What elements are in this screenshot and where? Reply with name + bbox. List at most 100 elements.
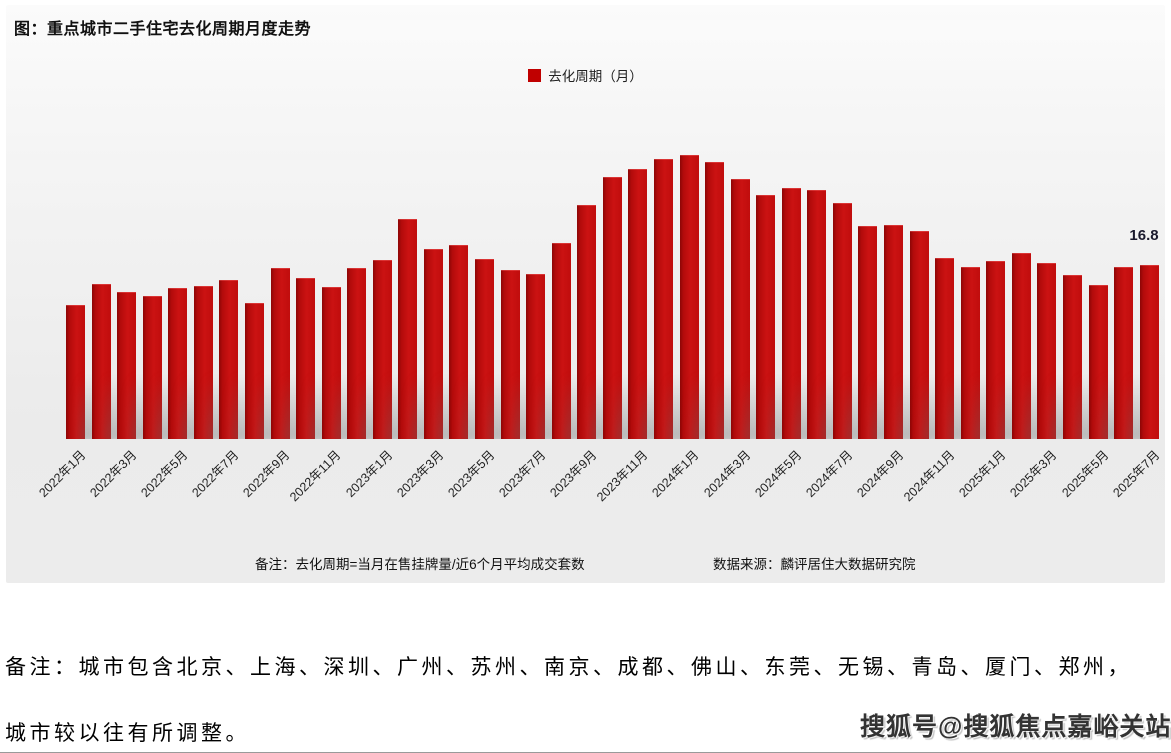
- bar-slot: [998, 99, 1031, 439]
- bar-2023年11月: [628, 169, 648, 439]
- x-tick-label: 2024年5月: [752, 447, 805, 500]
- bar-2024年3月: [730, 179, 750, 439]
- bar-slot: [513, 99, 546, 439]
- bar-2025年4月: [1062, 275, 1082, 439]
- bar-slot: [794, 99, 827, 439]
- chart-panel: 图：重点城市二手住宅去化周期月度走势 去化周期（月） 16.8 2022年1月 2…: [6, 5, 1165, 583]
- watermark: 搜狐号@搜狐焦点嘉峪关站: [860, 713, 1171, 741]
- bottom-note-line2: 城市较以往有所调整。: [5, 721, 250, 745]
- bar-slot: [385, 99, 418, 439]
- bar-2024年10月: [909, 231, 929, 439]
- bar-slot: [1075, 99, 1108, 439]
- last-bar-value-label: 16.8: [1129, 227, 1159, 244]
- bar-2022年8月: [244, 303, 264, 439]
- bar-slot: [206, 99, 239, 439]
- bar-slot: [589, 99, 622, 439]
- bar-slot: [257, 99, 290, 439]
- bar-slot: [717, 99, 750, 439]
- bar-slot: [666, 99, 699, 439]
- bar-2024年4月: [756, 195, 776, 439]
- x-tick-label: 2022年11月: [287, 447, 344, 505]
- x-tick-label: 2025年3月: [1007, 447, 1060, 500]
- bar-2025年5月: [1088, 285, 1108, 439]
- x-tick-label: 2023年7月: [496, 447, 549, 500]
- bar-2022年11月: [321, 287, 341, 439]
- bar-slot: [1126, 99, 1159, 439]
- bar-slot: [564, 99, 597, 439]
- x-tick-label: 2025年1月: [956, 447, 1009, 500]
- x-tick-label: 2024年7月: [803, 447, 856, 500]
- bar-slot: [180, 99, 213, 439]
- x-axis: 2022年1月 2022年3月 2022年5月 2022年7月 2022年9月 2022年…: [36, 445, 1162, 525]
- x-tick-label: 2023年3月: [394, 447, 447, 500]
- x-tick-label: 2022年1月: [36, 447, 89, 500]
- bar-2024年5月: [781, 188, 801, 439]
- bar-slot: [334, 99, 367, 439]
- bar-2025年1月: [986, 261, 1006, 439]
- bar-2022年7月: [219, 280, 239, 439]
- bar-slot: [1024, 99, 1057, 439]
- bottom-note-line1: 备注：城市包含北京、上海、深圳、广州、苏州、南京、成都、佛山、东莞、无锡、青岛、…: [5, 655, 1132, 679]
- bar-2025年3月: [1037, 263, 1057, 439]
- bar-2025年2月: [1011, 253, 1031, 439]
- x-tick-label: 2023年1月: [342, 447, 396, 500]
- bar-2022年9月: [270, 268, 290, 439]
- bar-2022年10月: [296, 278, 316, 439]
- bar-slot: [1101, 99, 1134, 439]
- x-tick-label: 2022年3月: [87, 447, 140, 500]
- bar-2024年7月: [832, 203, 852, 439]
- bar-slot: [462, 99, 494, 439]
- bar-slot: [973, 99, 1006, 439]
- bar-2023年6月: [500, 270, 520, 439]
- bar-slot: [922, 99, 955, 439]
- chart-title: 图：重点城市二手住宅去化周期月度走势: [14, 21, 312, 38]
- bar-slot: [819, 99, 852, 439]
- bar-slot: [283, 99, 316, 439]
- bar-2023年2月: [398, 219, 418, 439]
- bar-2023年5月: [475, 259, 494, 439]
- chart-footnote-definition: 备注：去化周期=当月在售挂牌量/近6个月平均成交套数: [255, 557, 585, 572]
- bar-slot: [615, 99, 648, 439]
- bar-2023年8月: [551, 243, 571, 439]
- legend-swatch-icon: [528, 68, 542, 82]
- bar-2022年4月: [142, 296, 162, 439]
- bar-slot: [871, 99, 903, 439]
- bar-2023年9月: [577, 205, 597, 439]
- chart-legend: 去化周期（月）: [6, 65, 1165, 85]
- chart-footnotes: 备注：去化周期=当月在售挂牌量/近6个月平均成交套数 数据来源：麟评居住大数据研…: [6, 553, 1165, 575]
- bar-2025年7月: [1139, 265, 1159, 439]
- x-tick-label: 2023年11月: [594, 447, 651, 505]
- bar-2024年6月: [807, 190, 827, 439]
- x-tick-label: 2022年5月: [138, 447, 191, 500]
- bar-slot: [78, 99, 111, 439]
- x-tick-label: 2024年3月: [700, 447, 754, 500]
- bar-slot: [359, 99, 392, 439]
- bar-2024年2月: [705, 162, 725, 439]
- bar-2023年3月: [423, 249, 443, 439]
- bar-2023年12月: [653, 159, 673, 439]
- bar-2024年11月: [935, 258, 955, 439]
- bar-slot: [1049, 99, 1082, 439]
- bar-slot: [896, 99, 929, 439]
- bar-slot: [410, 99, 443, 439]
- bar-slot: [487, 99, 520, 439]
- bar-slot: [538, 99, 571, 439]
- bar-slot: [129, 99, 162, 439]
- x-tick-label: 2024年1月: [649, 447, 702, 500]
- bar-slot: [104, 99, 137, 439]
- bar-slot: [66, 99, 85, 439]
- bar-2022年5月: [168, 288, 188, 439]
- bar-2022年2月: [91, 284, 111, 439]
- bar-slot: [692, 99, 725, 439]
- bar-2023年10月: [602, 177, 622, 439]
- bar-2022年6月: [193, 286, 213, 439]
- bar-2024年9月: [884, 225, 903, 439]
- bar-2025年6月: [1114, 267, 1134, 439]
- x-tick-label: 2025年7月: [1110, 447, 1163, 500]
- bar-slot: [743, 99, 776, 439]
- bar-2024年12月: [960, 267, 980, 439]
- bar-slot: [768, 99, 801, 439]
- bar-slot: [231, 99, 264, 439]
- chart-footnote-source: 数据来源：麟评居住大数据研究院: [713, 557, 916, 572]
